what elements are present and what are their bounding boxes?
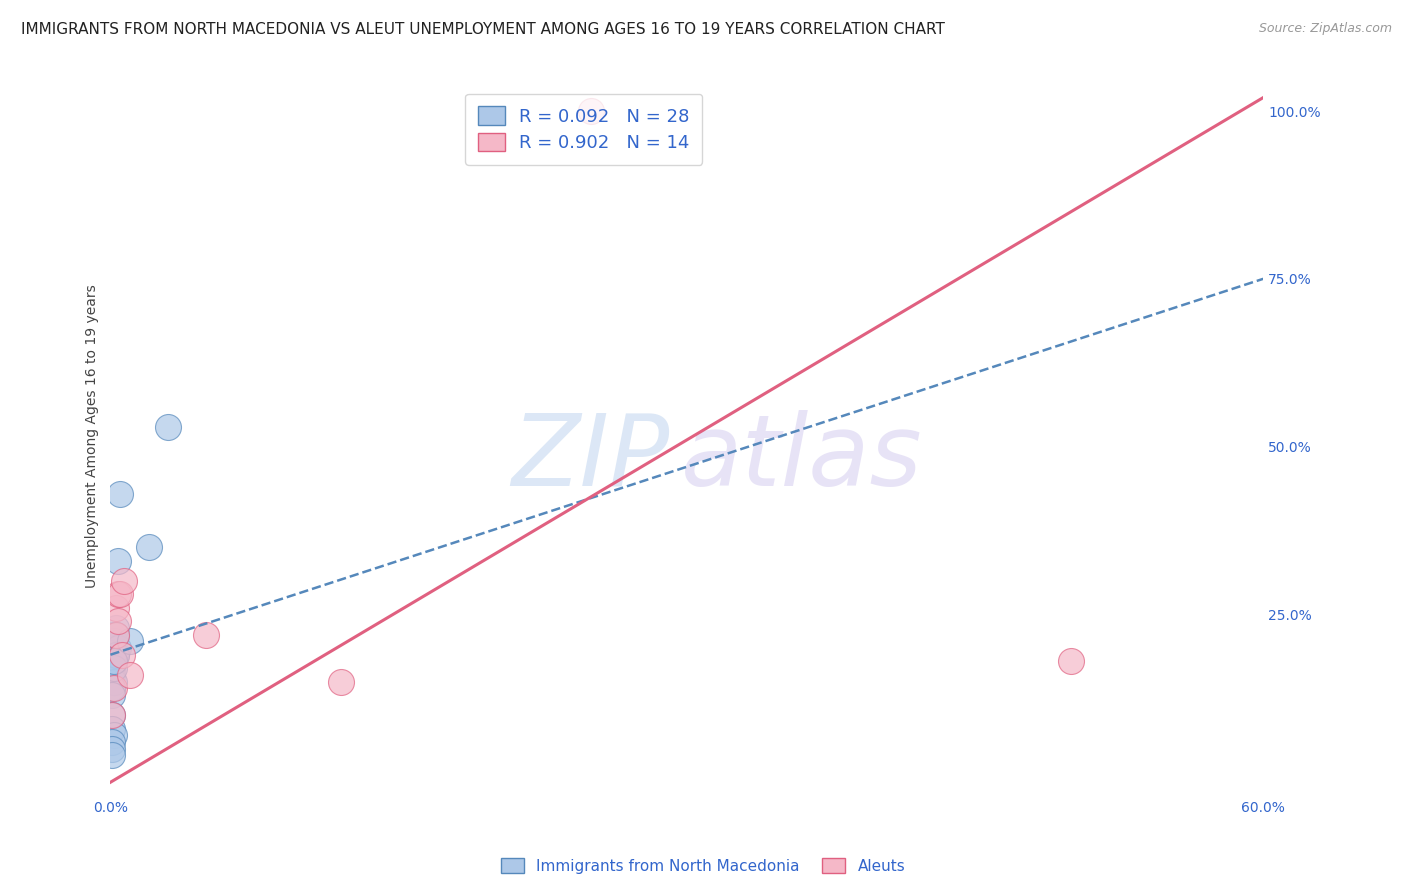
Point — [330, 674, 353, 689]
Point — [103, 655, 125, 669]
Point — [103, 674, 125, 689]
Point — [101, 668, 124, 682]
Point — [103, 640, 125, 655]
Point — [107, 614, 129, 628]
Point — [101, 748, 124, 763]
Point — [107, 587, 129, 601]
Legend: R = 0.092   N = 28, R = 0.902   N = 14: R = 0.092 N = 28, R = 0.902 N = 14 — [465, 94, 703, 165]
Point — [1060, 655, 1083, 669]
Point — [101, 627, 124, 641]
Point — [118, 634, 141, 648]
Point — [101, 708, 124, 723]
Point — [103, 655, 125, 669]
Point — [101, 688, 124, 702]
Point — [101, 681, 124, 696]
Point — [101, 741, 124, 756]
Point — [157, 419, 180, 434]
Point — [579, 103, 602, 118]
Point — [105, 600, 128, 615]
Point — [111, 648, 134, 662]
Point — [112, 574, 135, 588]
Point — [118, 668, 141, 682]
Point — [101, 661, 124, 675]
Text: IMMIGRANTS FROM NORTH MACEDONIA VS ALEUT UNEMPLOYMENT AMONG AGES 16 TO 19 YEARS : IMMIGRANTS FROM NORTH MACEDONIA VS ALEUT… — [21, 22, 945, 37]
Point — [103, 661, 125, 675]
Point — [105, 627, 128, 641]
Point — [107, 554, 129, 568]
Point — [105, 627, 128, 641]
Legend: Immigrants from North Macedonia, Aleuts: Immigrants from North Macedonia, Aleuts — [495, 852, 911, 880]
Point — [103, 681, 125, 696]
Point — [108, 486, 131, 500]
Text: Source: ZipAtlas.com: Source: ZipAtlas.com — [1258, 22, 1392, 36]
Text: atlas: atlas — [681, 409, 922, 507]
Point — [103, 728, 125, 742]
Point — [101, 681, 124, 696]
Point — [107, 640, 129, 655]
Point — [105, 648, 128, 662]
Text: ZIP: ZIP — [512, 409, 669, 507]
Point — [195, 627, 218, 641]
Y-axis label: Unemployment Among Ages 16 to 19 years: Unemployment Among Ages 16 to 19 years — [86, 285, 100, 589]
Point — [105, 621, 128, 635]
Point — [108, 587, 131, 601]
Point — [103, 634, 125, 648]
Point — [101, 708, 124, 723]
Point — [101, 735, 124, 749]
Point — [105, 648, 128, 662]
Point — [101, 722, 124, 736]
Point — [138, 541, 160, 555]
